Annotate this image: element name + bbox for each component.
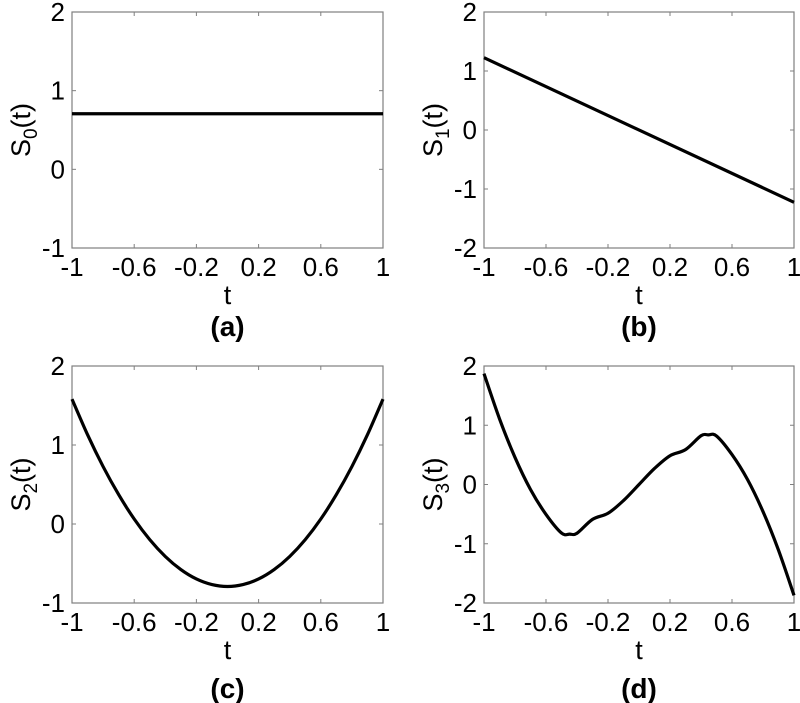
x-tick-label: -0.6 <box>524 252 569 282</box>
x-axis-label: t <box>635 635 643 665</box>
series-line-s2 <box>70 398 385 589</box>
y-tick-label: -1 <box>42 233 65 263</box>
y-tick-labels: -2 -1 0 1 2 <box>454 0 477 263</box>
series-line-s3 <box>482 373 796 596</box>
x-tick-label: 1 <box>787 607 800 637</box>
x-tick-labels: -1 -0.6 -0.2 0.2 0.6 1 <box>60 252 390 282</box>
x-tick-label: -1 <box>60 252 83 282</box>
x-tick-label: -0.2 <box>174 607 219 637</box>
x-tick-labels: -1 -0.6 -0.2 0.2 0.6 1 <box>472 252 800 282</box>
tick-marks <box>71 365 384 604</box>
y-tick-labels: -2 -1 0 1 2 <box>454 351 477 618</box>
x-axis-label: t <box>224 635 232 665</box>
panel-c: -1 -0.6 -0.2 0.2 0.6 1 -1 0 1 2 t S2(t) (c) <box>6 351 390 703</box>
x-tick-label: 0.2 <box>652 607 688 637</box>
x-tick-labels: -1 -0.6 -0.2 0.2 0.6 1 <box>472 607 800 637</box>
y-tick-label: 0 <box>463 470 477 500</box>
y-tick-label: 2 <box>51 0 65 27</box>
x-tick-labels: -1 -0.6 -0.2 0.2 0.6 1 <box>60 607 390 637</box>
series-line-s1 <box>483 56 795 204</box>
x-tick-label: -0.2 <box>586 252 631 282</box>
x-tick-label: 1 <box>376 252 390 282</box>
y-tick-label: -2 <box>454 588 477 618</box>
x-tick-label: 0.6 <box>303 607 339 637</box>
x-tick-label: -0.6 <box>112 607 157 637</box>
x-tick-label: 0.2 <box>241 252 277 282</box>
x-tick-label: -0.2 <box>174 252 219 282</box>
tick-marks <box>71 11 384 249</box>
panel-label: (c) <box>210 673 244 703</box>
x-tick-label: 0.6 <box>714 607 750 637</box>
x-axis-label: t <box>224 280 232 310</box>
x-axis-label: t <box>635 280 643 310</box>
y-tick-label: 0 <box>51 509 65 539</box>
x-tick-label: 0.2 <box>241 607 277 637</box>
y-axis-label: S0(t) <box>6 103 42 157</box>
y-tick-label: -1 <box>42 588 65 618</box>
x-tick-label: 1 <box>787 252 800 282</box>
x-tick-label: 0.2 <box>652 252 688 282</box>
x-tick-label: 1 <box>376 607 390 637</box>
y-tick-label: 0 <box>463 115 477 145</box>
y-tick-labels: -1 0 1 2 <box>42 351 65 618</box>
x-tick-label: -1 <box>472 607 495 637</box>
x-tick-label: -0.6 <box>524 607 569 637</box>
x-tick-label: 0.6 <box>303 252 339 282</box>
x-tick-label: -0.2 <box>586 607 631 637</box>
y-axis-label: S3(t) <box>418 457 454 511</box>
y-tick-label: -1 <box>454 174 477 204</box>
y-axis-label: S1(t) <box>418 103 454 157</box>
y-tick-label: 1 <box>51 76 65 106</box>
panel-label: (d) <box>621 673 657 703</box>
y-tick-label: 1 <box>51 430 65 460</box>
tick-marks <box>483 365 795 604</box>
panel-label: (a) <box>210 311 244 342</box>
x-tick-label: -1 <box>472 252 495 282</box>
y-tick-label: -1 <box>454 529 477 559</box>
panel-a: -1 -0.6 -0.2 0.2 0.6 1 -1 0 1 2 t S0(t) (a) <box>6 0 390 342</box>
y-tick-label: 2 <box>463 351 477 381</box>
y-axis-label: S2(t) <box>6 457 42 511</box>
y-tick-label: 1 <box>463 56 477 86</box>
y-tick-label: 1 <box>463 410 477 440</box>
y-tick-label: -2 <box>454 233 477 263</box>
y-tick-label: 2 <box>51 351 65 381</box>
y-tick-label: 2 <box>463 0 477 27</box>
x-tick-label: -1 <box>60 607 83 637</box>
y-tick-label: 0 <box>51 154 65 184</box>
axes-box <box>71 365 384 604</box>
tick-marks <box>483 11 795 249</box>
panel-label: (b) <box>621 311 657 342</box>
y-tick-labels: -1 0 1 2 <box>42 0 65 263</box>
x-tick-label: -0.6 <box>112 252 157 282</box>
axes-box <box>71 11 384 249</box>
x-tick-label: 0.6 <box>714 252 750 282</box>
